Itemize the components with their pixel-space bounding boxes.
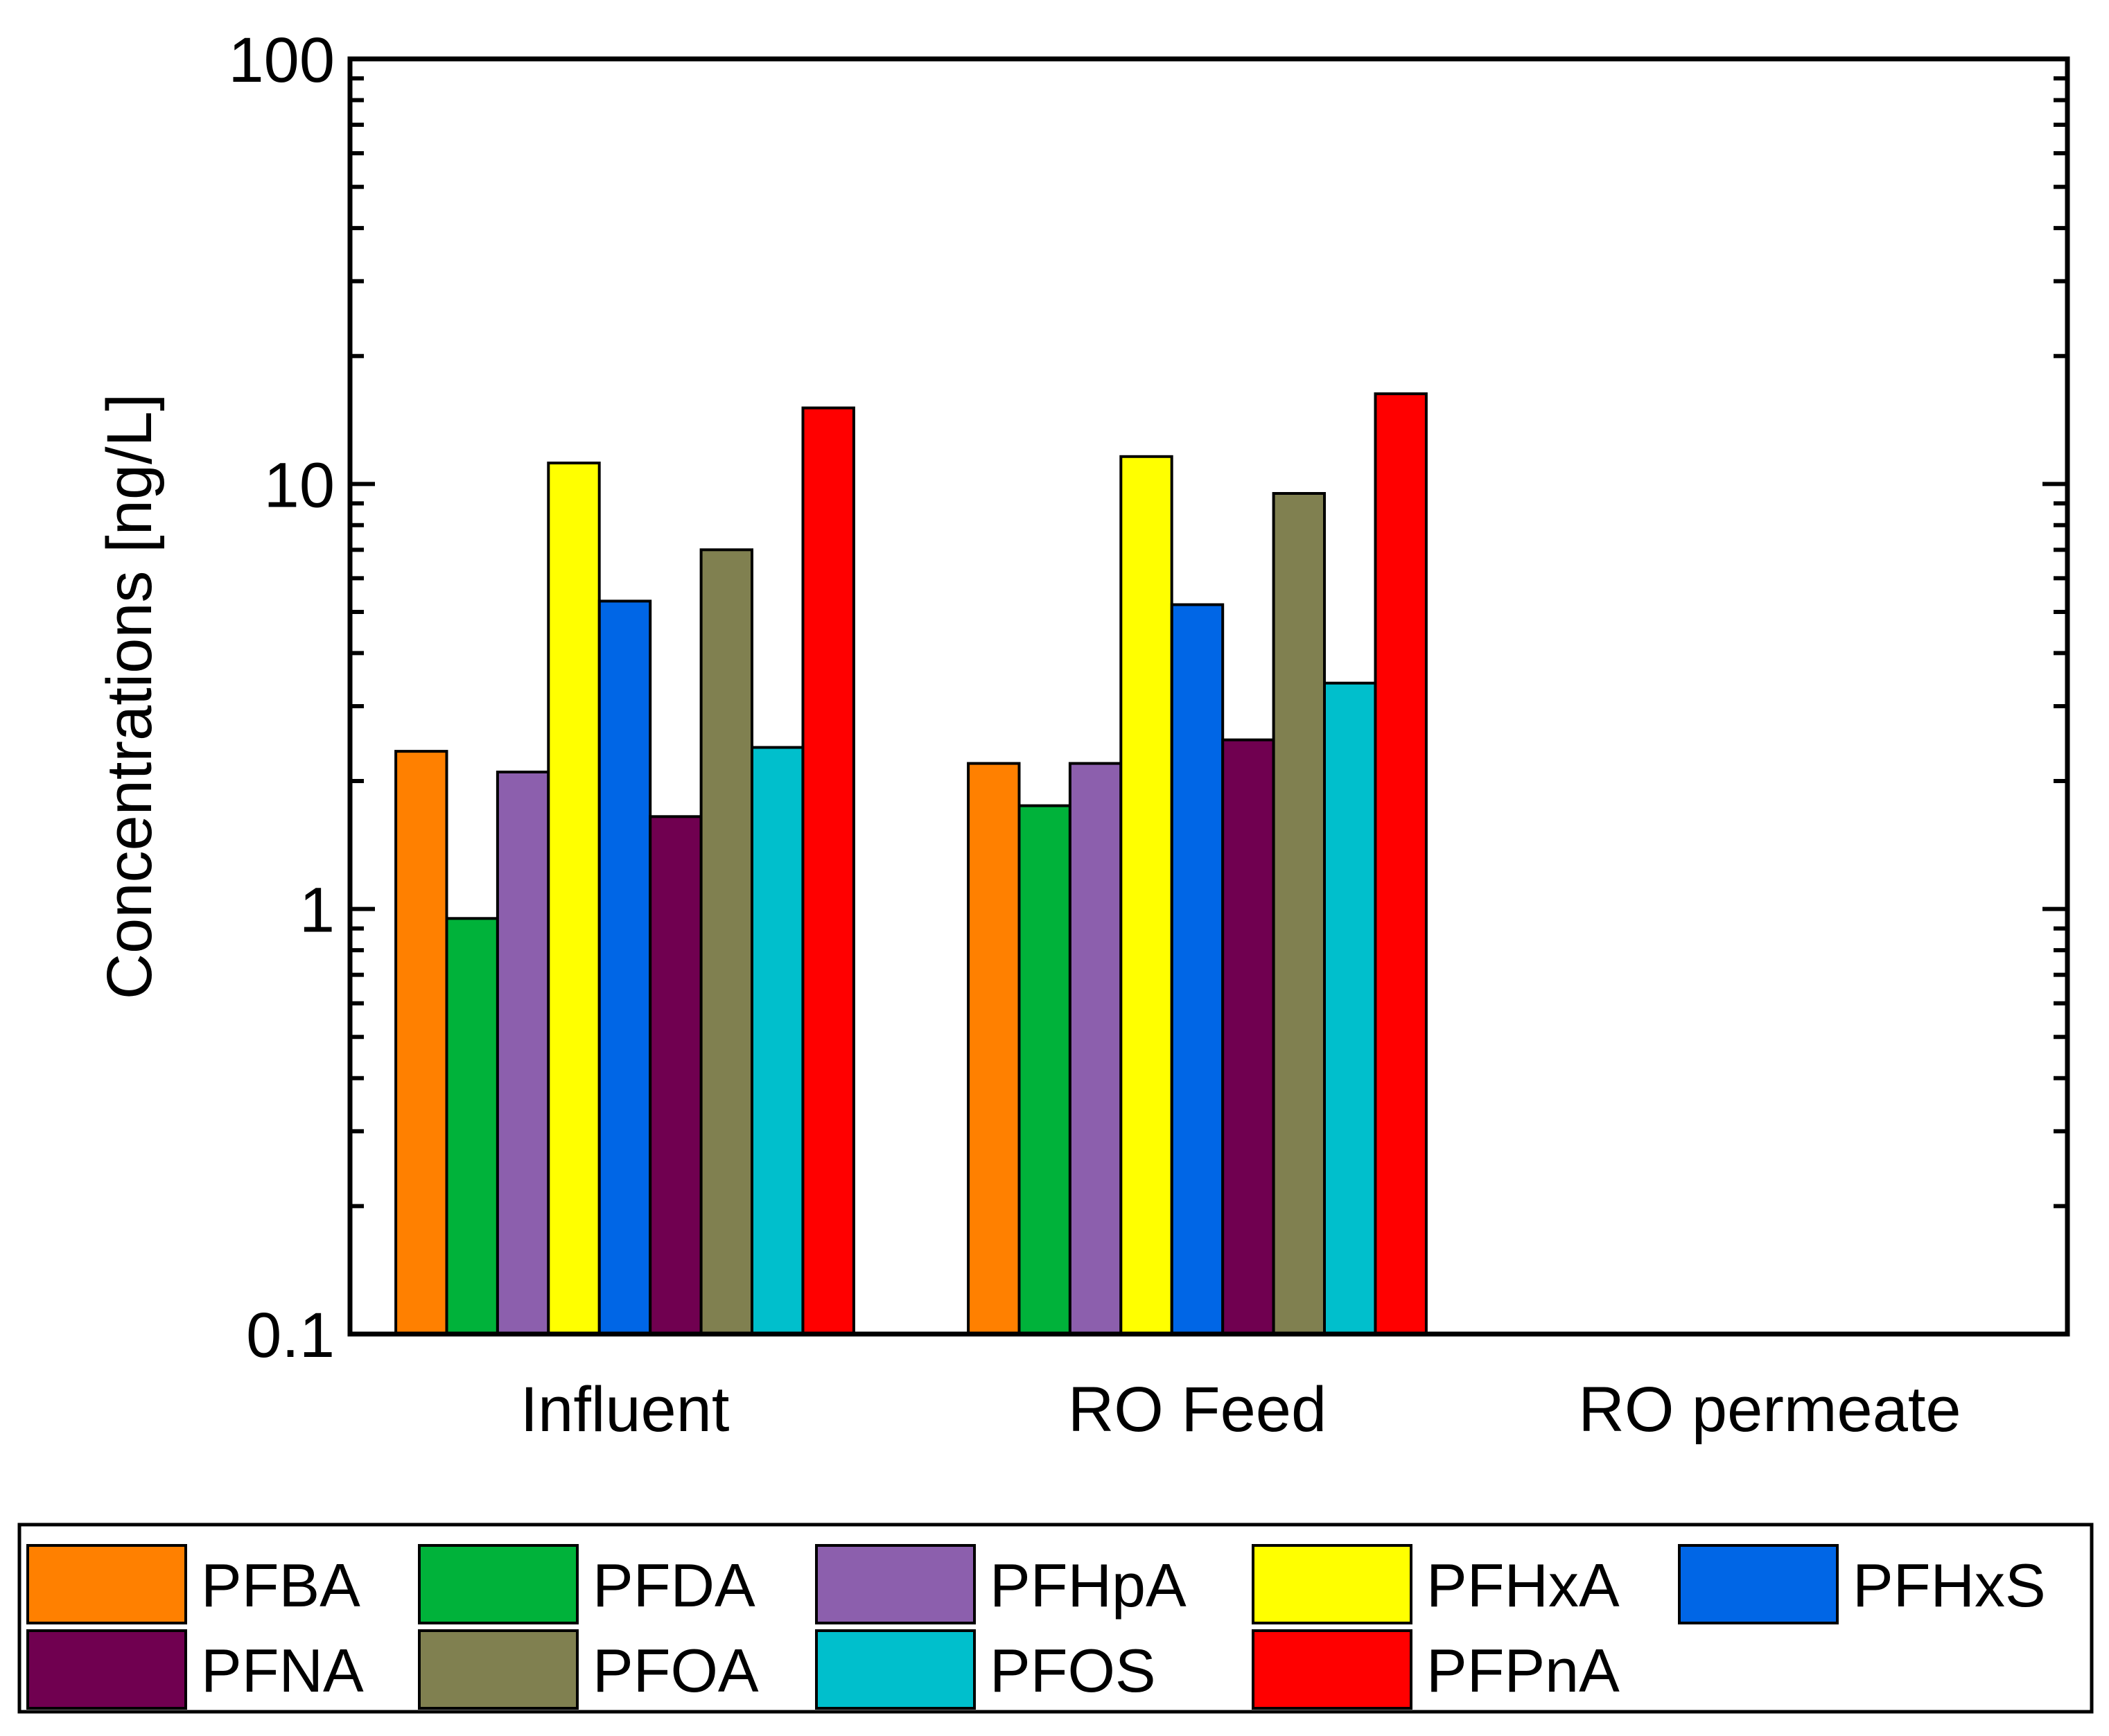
bar-ro-feed-pfhpa xyxy=(1068,762,1123,1335)
y-axis-tick-labels: 0.1 1 10 100 xyxy=(229,25,335,1371)
legend-label-pfhxs: PFHxS xyxy=(1853,1551,2046,1620)
legend-label-pfda: PFDA xyxy=(593,1551,755,1620)
x-category-label: RO permeate xyxy=(1578,1374,1961,1445)
legend-swatch-pfpna xyxy=(1252,1629,1412,1710)
legend-swatch-pfos xyxy=(815,1629,976,1710)
bar-ro-feed-pfos xyxy=(1323,681,1377,1335)
legend-swatch-pfba xyxy=(26,1544,187,1624)
x-axis-category-labels: Influent RO Feed RO permeate xyxy=(520,1374,1961,1445)
bar-ro-feed-pfhxa xyxy=(1119,455,1173,1335)
bar-influent-pfna xyxy=(649,815,703,1336)
legend: PFBA PFDA PFHpA PFHxA PFHxS PFNA PFOA PFOS PFPnA xyxy=(26,1544,2046,1710)
y-tick-label: 1 xyxy=(299,875,335,946)
legend-swatch-pfoa xyxy=(418,1629,579,1710)
bar-ro-feed-pfpna xyxy=(1374,392,1428,1336)
y-tick-label: 0.1 xyxy=(246,1300,335,1371)
legend-swatch-pfda xyxy=(418,1544,579,1624)
y-axis-title: Concentrations [ng/L] xyxy=(94,394,165,1000)
legend-label-pfos: PFOS xyxy=(990,1636,1156,1705)
legend-swatch-pfhpa xyxy=(815,1544,976,1624)
bar-influent-pfhxs xyxy=(597,599,652,1335)
bar-ro-feed-pfoa xyxy=(1272,492,1326,1335)
bar-ro-feed-pfna xyxy=(1221,738,1275,1335)
legend-label-pfba: PFBA xyxy=(201,1551,360,1620)
x-category-label: RO Feed xyxy=(1068,1374,1327,1445)
y-axis-ticks xyxy=(350,57,2067,1336)
legend-swatch-pfhxs xyxy=(1678,1544,1839,1624)
bar-influent-pfos xyxy=(751,746,805,1335)
bar-ro-feed-pfda xyxy=(1017,804,1071,1335)
legend-label-pfna: PFNA xyxy=(201,1636,364,1705)
legend-label-pfoa: PFOA xyxy=(593,1636,759,1705)
legend-swatch-pfna xyxy=(26,1629,187,1710)
y-tick-label: 100 xyxy=(229,25,335,96)
x-category-label: Influent xyxy=(520,1374,730,1445)
legend-label-pfpna: PFPnA xyxy=(1426,1636,1620,1705)
bar-influent-pfoa xyxy=(699,548,753,1335)
bar-influent-pfhxa xyxy=(547,462,601,1335)
bar-influent-pfhpa xyxy=(496,771,550,1335)
plot-frame xyxy=(347,56,2070,1337)
bar-influent-pfda xyxy=(445,917,499,1336)
bar-ro-feed-pfhxs xyxy=(1170,603,1225,1335)
bar-influent-pfba xyxy=(394,750,448,1335)
legend-label-pfhpa: PFHpA xyxy=(990,1551,1187,1620)
legend-swatch-pfhxa xyxy=(1252,1544,1412,1624)
bars-group xyxy=(394,392,1428,1336)
y-tick-label: 10 xyxy=(264,450,335,520)
bar-influent-pfpna xyxy=(801,406,855,1335)
legend-label-pfhxa: PFHxA xyxy=(1426,1551,1620,1620)
bar-ro-feed-pfba xyxy=(967,762,1021,1335)
